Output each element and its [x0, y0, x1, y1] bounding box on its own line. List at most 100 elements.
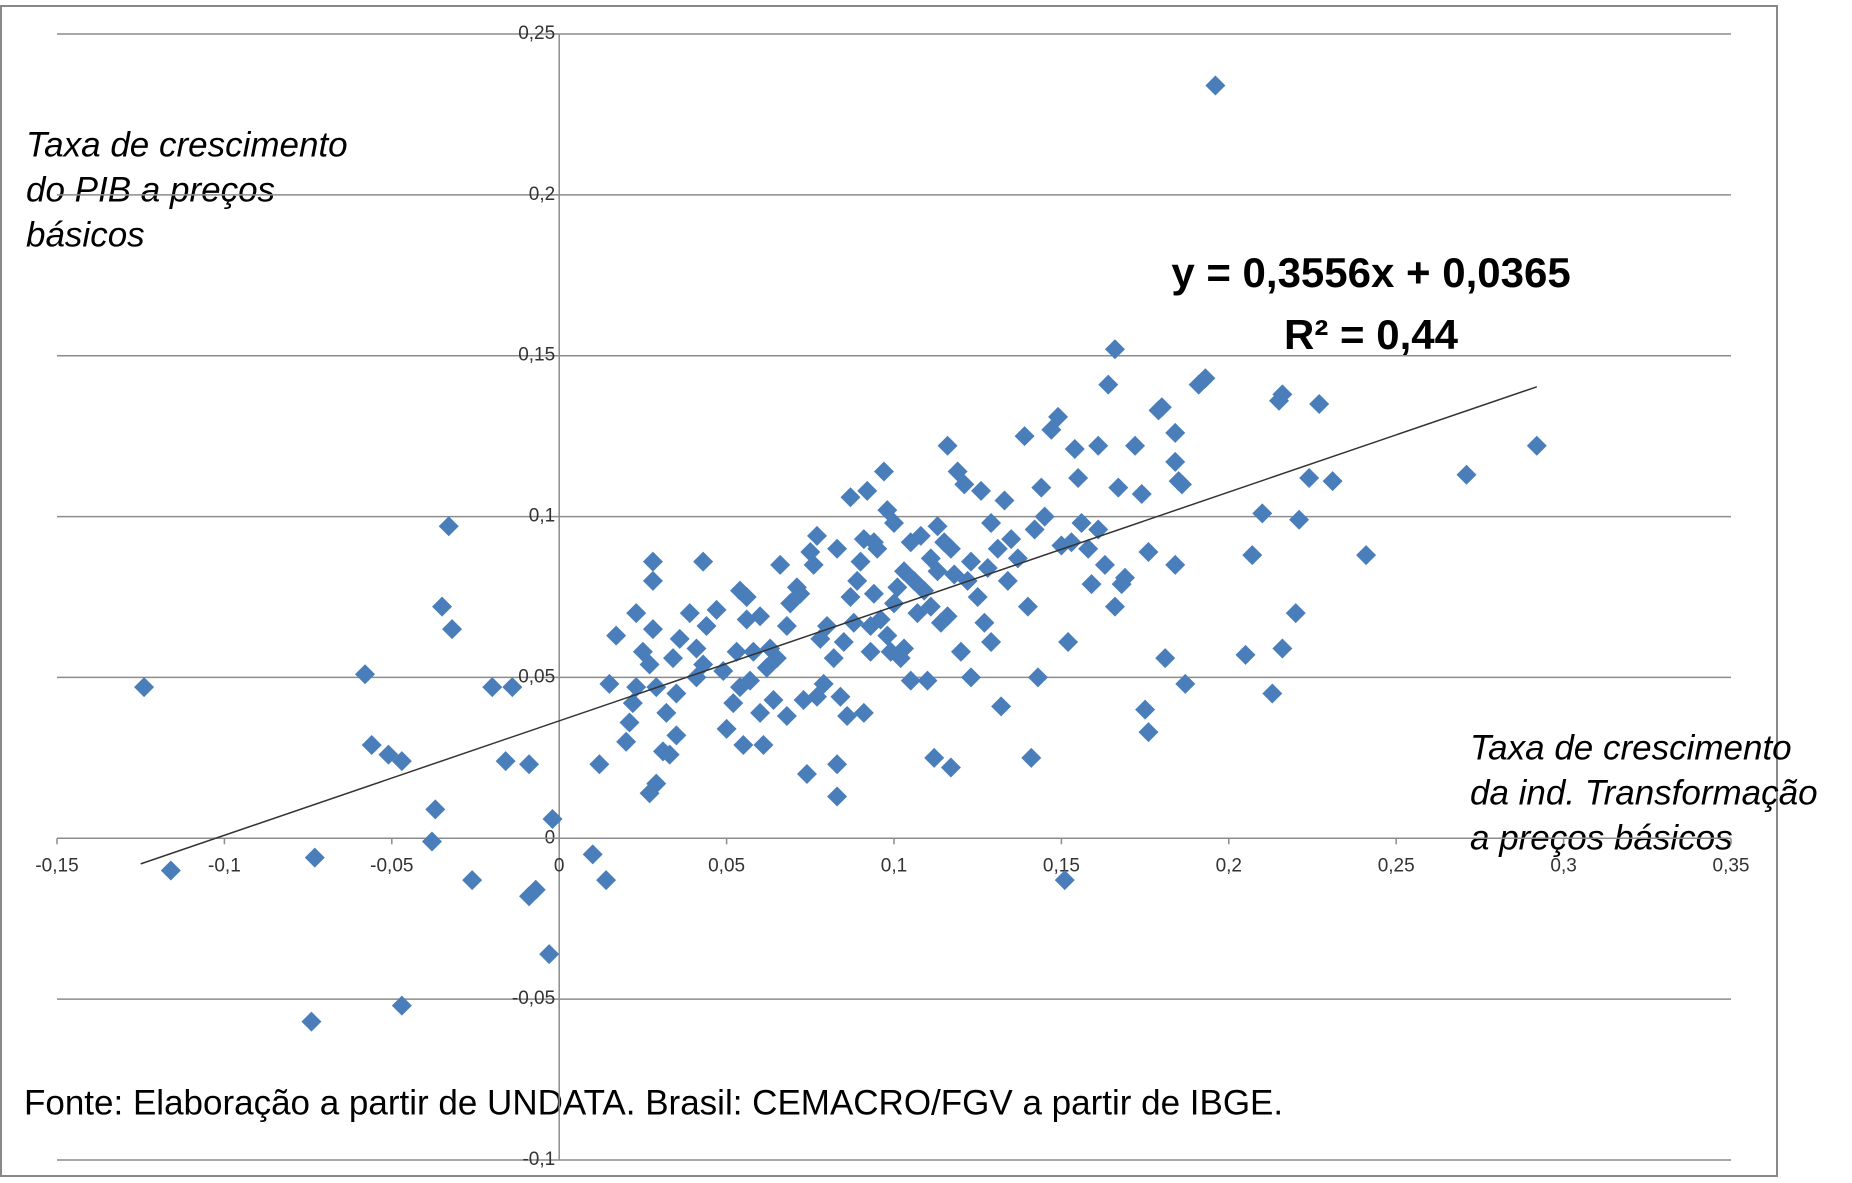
y-axis-title: do PIB a preços	[26, 170, 275, 209]
chart-frame	[0, 5, 1778, 1177]
scatter-point	[847, 570, 868, 591]
scatter-point	[857, 480, 878, 501]
scatter-point	[716, 718, 737, 739]
scatter-point	[991, 696, 1012, 717]
scatter-point	[1309, 393, 1330, 414]
scatter-point	[679, 603, 700, 624]
x-tick-label: 0	[554, 855, 565, 876]
scatter-point	[840, 487, 861, 508]
x-tick-label: -0,15	[35, 855, 78, 876]
scatter-point	[696, 615, 717, 636]
scatter-point	[927, 516, 948, 537]
scatter-point	[619, 712, 640, 733]
scatter-point	[502, 677, 523, 698]
scatter-point	[1064, 439, 1085, 460]
scatter-point	[1017, 596, 1038, 617]
scatter-point	[1088, 435, 1109, 456]
scatter-point	[806, 525, 827, 546]
scatter-point	[940, 538, 961, 559]
y-tick-label: -0,1	[522, 1149, 555, 1170]
scatter-point	[873, 461, 894, 482]
scatter-point	[827, 786, 848, 807]
r-squared: R² = 0,44	[1284, 311, 1459, 358]
scatter-point	[1131, 484, 1152, 505]
scatter-point	[391, 995, 412, 1016]
scatter-point	[961, 551, 982, 572]
x-tick-label: 0,3	[1550, 855, 1576, 876]
scatter-point	[987, 538, 1008, 559]
scatter-point	[994, 490, 1015, 511]
scatter-point	[304, 847, 325, 868]
scatter-point	[1068, 467, 1089, 488]
scatter-point	[937, 435, 958, 456]
scatter-point	[656, 702, 677, 723]
scatter-point	[917, 670, 938, 691]
scatter-point	[1027, 667, 1048, 688]
scatter-point	[766, 648, 787, 669]
scatter-point	[421, 831, 442, 852]
scatter-point	[867, 538, 888, 559]
scatter-point	[910, 525, 931, 546]
scatter-point	[1098, 374, 1119, 395]
scatter-point	[134, 677, 155, 698]
scatter-point	[884, 513, 904, 534]
scatter-point	[750, 702, 771, 723]
scatter-point	[1071, 513, 1092, 534]
scatter-point	[971, 480, 992, 501]
scatter-point	[706, 599, 727, 620]
scatter-point	[723, 693, 744, 714]
y-tick-label: -0,05	[512, 988, 555, 1009]
scatter-point	[974, 612, 995, 633]
scatter-point	[954, 474, 975, 495]
scatter-point	[160, 860, 181, 881]
scatter-point	[920, 596, 941, 617]
x-axis-title: da ind. Transformação	[1470, 773, 1818, 812]
scatter-point	[666, 725, 687, 746]
scatter-point	[1242, 545, 1263, 566]
scatter-point	[793, 689, 814, 710]
scatter-point	[961, 667, 982, 688]
scatter-point	[813, 673, 834, 694]
scatter-point	[924, 747, 945, 768]
scatter-point	[1094, 554, 1115, 575]
scatter-point	[1021, 747, 1042, 768]
x-tick-label: 0,25	[1378, 855, 1415, 876]
trendline-equation: y = 0,3556x + 0,0365	[1171, 249, 1570, 296]
scatter-point	[639, 654, 660, 675]
scatter-point	[914, 580, 935, 601]
y-axis-title: básicos	[26, 215, 145, 254]
scatter-point	[1081, 574, 1102, 595]
scatter-point	[432, 596, 453, 617]
scatter-point	[803, 554, 824, 575]
scatter-point	[693, 551, 714, 572]
scatter-point	[1115, 567, 1136, 588]
scatter-point	[1356, 545, 1377, 566]
scatter-point	[1171, 474, 1192, 495]
scatter-point	[599, 673, 620, 694]
scatter-point	[1252, 503, 1273, 524]
scatter-point	[1007, 548, 1028, 569]
scatter-point	[927, 561, 948, 582]
scatter-point	[726, 641, 747, 662]
scatter-point	[853, 702, 874, 723]
scatter-point	[823, 648, 844, 669]
scatter-point	[1299, 467, 1320, 488]
scatter-point	[967, 587, 988, 607]
scatter-point	[1205, 75, 1226, 96]
scatter-point	[391, 751, 412, 772]
scatter-point	[1155, 648, 1176, 669]
scatter-point	[1195, 368, 1216, 389]
scatter-point	[438, 516, 459, 537]
scatter-point	[776, 615, 797, 636]
scatter-point	[1054, 870, 1075, 891]
scatter-point	[740, 670, 761, 691]
scatter-point	[482, 677, 503, 698]
scatter-point	[776, 706, 797, 727]
scatter-point	[539, 944, 560, 965]
scatter-point	[1165, 422, 1186, 443]
scatter-point	[1034, 506, 1055, 527]
scatter-point	[1262, 683, 1283, 704]
scatter-point	[1289, 509, 1310, 530]
scatter-point	[462, 870, 483, 891]
